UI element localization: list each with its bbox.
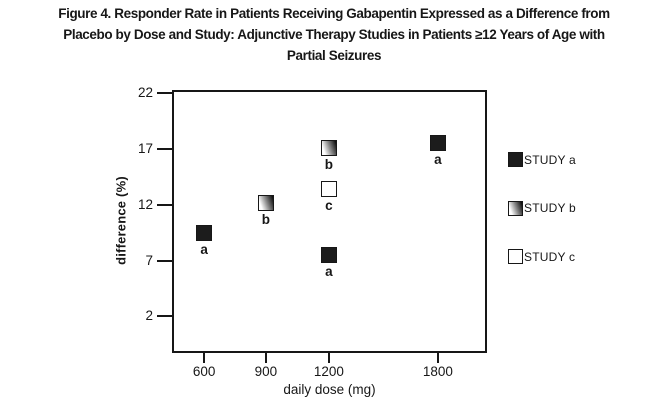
legend-label-a: STUDY a [524,152,576,167]
plot-area [172,90,487,353]
y-tick-label: 2 [145,308,153,324]
data-point-label-c: c [325,198,333,214]
y-tick-label: 12 [137,196,153,212]
legend-label-c: STUDY c [524,249,576,264]
y-tick-label: 22 [137,85,153,101]
y-tick-mark [157,92,172,95]
x-tick-label: 1200 [313,364,344,379]
legend-item: STUDY b [508,200,576,216]
x-axis-label: daily dose (mg) [283,382,376,397]
legend-swatch-a [508,152,523,167]
figure-title-line-3: Partial Seizures [286,48,382,63]
data-point-label-a: a [200,241,208,257]
data-point-label-b: b [324,156,333,172]
data-point-c [320,181,337,198]
x-tick-mark [264,353,267,363]
legend-label-b: STUDY b [524,201,576,215]
legend-item: STUDY a [508,152,576,167]
data-point-label-b: b [261,211,270,227]
data-point-a [320,246,337,263]
x-tick-mark [203,353,206,363]
x-tick-mark [436,353,439,363]
figure-title-line-1: Figure 4. Responder Rate in Patients Rec… [58,6,610,21]
data-point-b [320,139,337,156]
y-tick-mark [157,315,172,318]
data-point-a [429,135,446,152]
x-tick-label: 900 [254,364,278,379]
data-point-label-a: a [325,263,333,279]
legend-swatch-c [508,249,523,264]
x-tick-mark [327,353,330,363]
y-axis-label: difference (%) [113,176,129,265]
figure-title: Figure 4. Responder Rate in Patients Rec… [0,3,668,66]
legend-swatch-b [508,200,523,216]
x-tick-label: 1800 [422,364,453,379]
y-tick-mark [157,259,172,262]
y-tick-mark [157,203,172,206]
y-tick-mark [157,148,172,151]
data-point-b [257,194,274,211]
y-tick-label: 7 [145,252,153,268]
data-point-a [196,224,213,241]
figure-title-line-2: Placebo by Dose and Study: Adjunctive Th… [63,27,605,42]
x-tick-label: 600 [192,364,216,379]
legend-item: STUDY c [508,249,575,264]
data-point-label-a: a [434,152,442,168]
y-tick-label: 17 [137,141,153,157]
